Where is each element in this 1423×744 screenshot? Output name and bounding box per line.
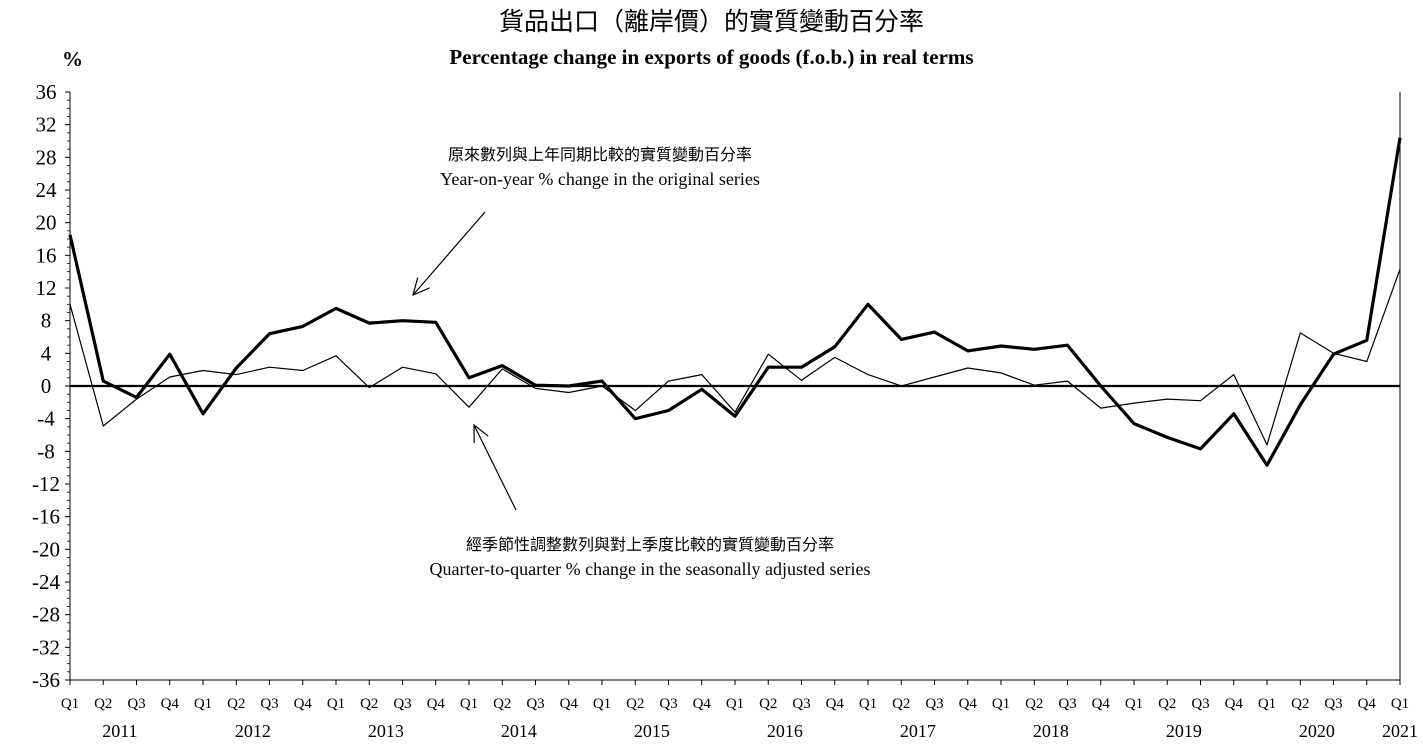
y-tick-label: 12 bbox=[36, 276, 57, 300]
x-tick-label: Q1 bbox=[327, 696, 345, 712]
x-tick-label: Q4 bbox=[693, 696, 712, 712]
x-tick-label: Q1 bbox=[726, 696, 744, 712]
y-tick-label: -36 bbox=[32, 668, 60, 692]
y-tick-label: 28 bbox=[36, 145, 57, 169]
x-tick-label: Q2 bbox=[1158, 696, 1176, 712]
annotation-yoy-en: Year-on-year % change in the original se… bbox=[440, 169, 760, 189]
year-label: 2016 bbox=[767, 721, 803, 741]
y-axis-unit-label: % bbox=[62, 47, 83, 71]
x-tick-label: Q1 bbox=[460, 696, 478, 712]
annotation-qoq-arrow-head bbox=[473, 423, 489, 444]
x-tick-label: Q4 bbox=[427, 696, 446, 712]
x-tick-label: Q4 bbox=[294, 696, 313, 712]
y-tick-label: -28 bbox=[32, 603, 60, 627]
x-tick-label: Q2 bbox=[892, 696, 910, 712]
year-label: 2021 bbox=[1382, 721, 1418, 741]
x-tick-label: Q2 bbox=[360, 696, 378, 712]
year-label: 2019 bbox=[1166, 721, 1202, 741]
x-tick-label: Q1 bbox=[992, 696, 1010, 712]
annotation-qoq-en: Quarter-to-quarter % change in the seaso… bbox=[429, 559, 871, 579]
year-label: 2015 bbox=[634, 721, 670, 741]
y-tick-label: -4 bbox=[37, 407, 55, 431]
y-tick-label: 8 bbox=[41, 309, 52, 333]
year-label: 2018 bbox=[1033, 721, 1069, 741]
x-tick-label: Q4 bbox=[1092, 696, 1111, 712]
y-tick-label: -12 bbox=[32, 472, 60, 496]
annotation-qoq: 經季節性調整數列與對上季度比較的實質變動百分率 Quarter-to-quart… bbox=[370, 533, 930, 581]
annotation-qoq-zh: 經季節性調整數列與對上季度比較的實質變動百分率 bbox=[465, 535, 834, 554]
y-tick-label: 4 bbox=[41, 341, 52, 365]
year-label: 2020 bbox=[1299, 721, 1335, 741]
x-tick-label: Q2 bbox=[1025, 696, 1043, 712]
x-tick-label: Q2 bbox=[227, 696, 245, 712]
chart-title-en: Percentage change in exports of goods (f… bbox=[449, 45, 974, 69]
x-tick-label: Q3 bbox=[526, 696, 544, 712]
x-tick-label: Q3 bbox=[792, 696, 810, 712]
year-label: 2011 bbox=[102, 721, 137, 741]
year-label: 2017 bbox=[900, 721, 936, 741]
y-tick-label: 32 bbox=[36, 113, 57, 137]
year-label: 2014 bbox=[501, 721, 537, 741]
y-tick-label: 20 bbox=[36, 211, 57, 235]
x-tick-label: Q4 bbox=[1225, 696, 1244, 712]
x-tick-label: Q1 bbox=[859, 696, 877, 712]
x-tick-label: Q2 bbox=[1291, 696, 1309, 712]
series-line-qoq bbox=[69, 268, 1401, 446]
x-tick-label: Q1 bbox=[1258, 696, 1276, 712]
year-label: 2012 bbox=[235, 721, 271, 741]
x-tick-label: Q1 bbox=[194, 696, 212, 712]
x-tick-label: Q2 bbox=[94, 696, 112, 712]
x-tick-label: Q1 bbox=[61, 696, 79, 712]
x-tick-label: Q3 bbox=[260, 696, 278, 712]
x-tick-label: Q4 bbox=[161, 696, 180, 712]
x-tick-label: Q4 bbox=[959, 696, 978, 712]
x-tick-label: Q3 bbox=[1191, 696, 1209, 712]
x-tick-label: Q4 bbox=[560, 696, 579, 712]
y-tick-label: -16 bbox=[32, 505, 60, 529]
y-tick-label: 24 bbox=[36, 178, 58, 202]
annotation-yoy-zh: 原來數列與上年同期比較的實質變動百分率 bbox=[447, 145, 752, 164]
x-tick-label: Q1 bbox=[593, 696, 611, 712]
x-tick-label: Q4 bbox=[826, 696, 845, 712]
y-tick-label: -20 bbox=[32, 537, 60, 561]
y-tick-label: -24 bbox=[32, 570, 60, 594]
x-tick-label: Q1 bbox=[1125, 696, 1143, 712]
annotation-yoy-arrow bbox=[412, 211, 486, 296]
annotation-yoy: 原來數列與上年同期比較的實質變動百分率 Year-on-year % chang… bbox=[380, 143, 820, 191]
x-tick-label: Q3 bbox=[925, 696, 943, 712]
y-tick-label: 36 bbox=[36, 80, 57, 104]
annotation-yoy-arrow-head bbox=[412, 277, 430, 297]
x-tick-label: Q1 bbox=[1391, 696, 1409, 712]
chart-title-zh: 貨品出口（離岸價）的實質變動百分率 bbox=[498, 7, 924, 36]
y-tick-label: -32 bbox=[32, 635, 60, 659]
x-tick-label: Q3 bbox=[393, 696, 411, 712]
x-tick-label: Q2 bbox=[493, 696, 511, 712]
y-tick-label: -8 bbox=[37, 439, 55, 463]
y-tick-label: 16 bbox=[36, 243, 57, 267]
x-tick-label: Q4 bbox=[1358, 696, 1377, 712]
annotation-qoq-arrow bbox=[473, 424, 517, 511]
x-tick-label: Q2 bbox=[759, 696, 777, 712]
x-tick-label: Q3 bbox=[1058, 696, 1076, 712]
x-tick-label: Q3 bbox=[127, 696, 145, 712]
series-line-yoy bbox=[68, 137, 1402, 467]
x-tick-label: Q3 bbox=[659, 696, 677, 712]
year-label: 2013 bbox=[368, 721, 404, 741]
y-tick-label: 0 bbox=[41, 374, 52, 398]
x-tick-label: Q2 bbox=[626, 696, 644, 712]
x-tick-label: Q3 bbox=[1324, 696, 1342, 712]
